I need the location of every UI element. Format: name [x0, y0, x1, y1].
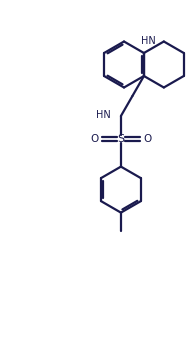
Text: S: S: [117, 134, 124, 144]
Text: O: O: [143, 134, 152, 144]
Text: HN: HN: [141, 36, 155, 46]
Text: O: O: [90, 134, 98, 144]
Text: HN: HN: [96, 110, 111, 120]
